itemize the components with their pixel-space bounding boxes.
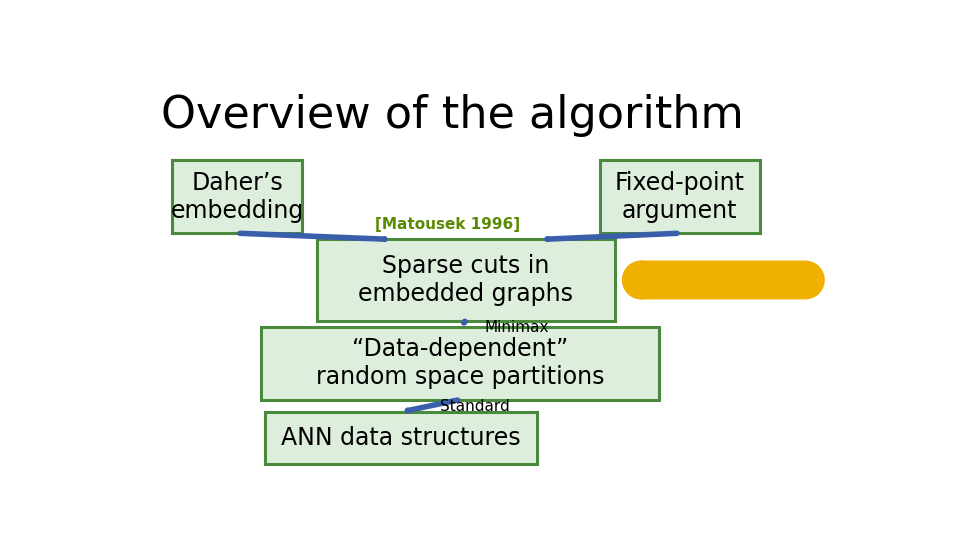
Text: [Matousek 1996]: [Matousek 1996] <box>374 218 520 232</box>
Text: “Data-dependent”
random space partitions: “Data-dependent” random space partitions <box>316 338 605 389</box>
Text: Fixed-point
argument: Fixed-point argument <box>614 171 745 222</box>
FancyBboxPatch shape <box>265 412 537 464</box>
FancyBboxPatch shape <box>172 160 302 233</box>
Text: Daher’s
embedding: Daher’s embedding <box>171 171 303 222</box>
Text: Overview of the algorithm: Overview of the algorithm <box>161 94 744 137</box>
Text: Standard: Standard <box>440 399 510 414</box>
Text: Minimax: Minimax <box>485 320 549 335</box>
FancyBboxPatch shape <box>600 160 760 233</box>
Text: ANN data structures: ANN data structures <box>281 426 520 450</box>
FancyBboxPatch shape <box>317 239 614 321</box>
FancyBboxPatch shape <box>261 327 660 400</box>
Text: Sparse cuts in
embedded graphs: Sparse cuts in embedded graphs <box>358 254 573 306</box>
